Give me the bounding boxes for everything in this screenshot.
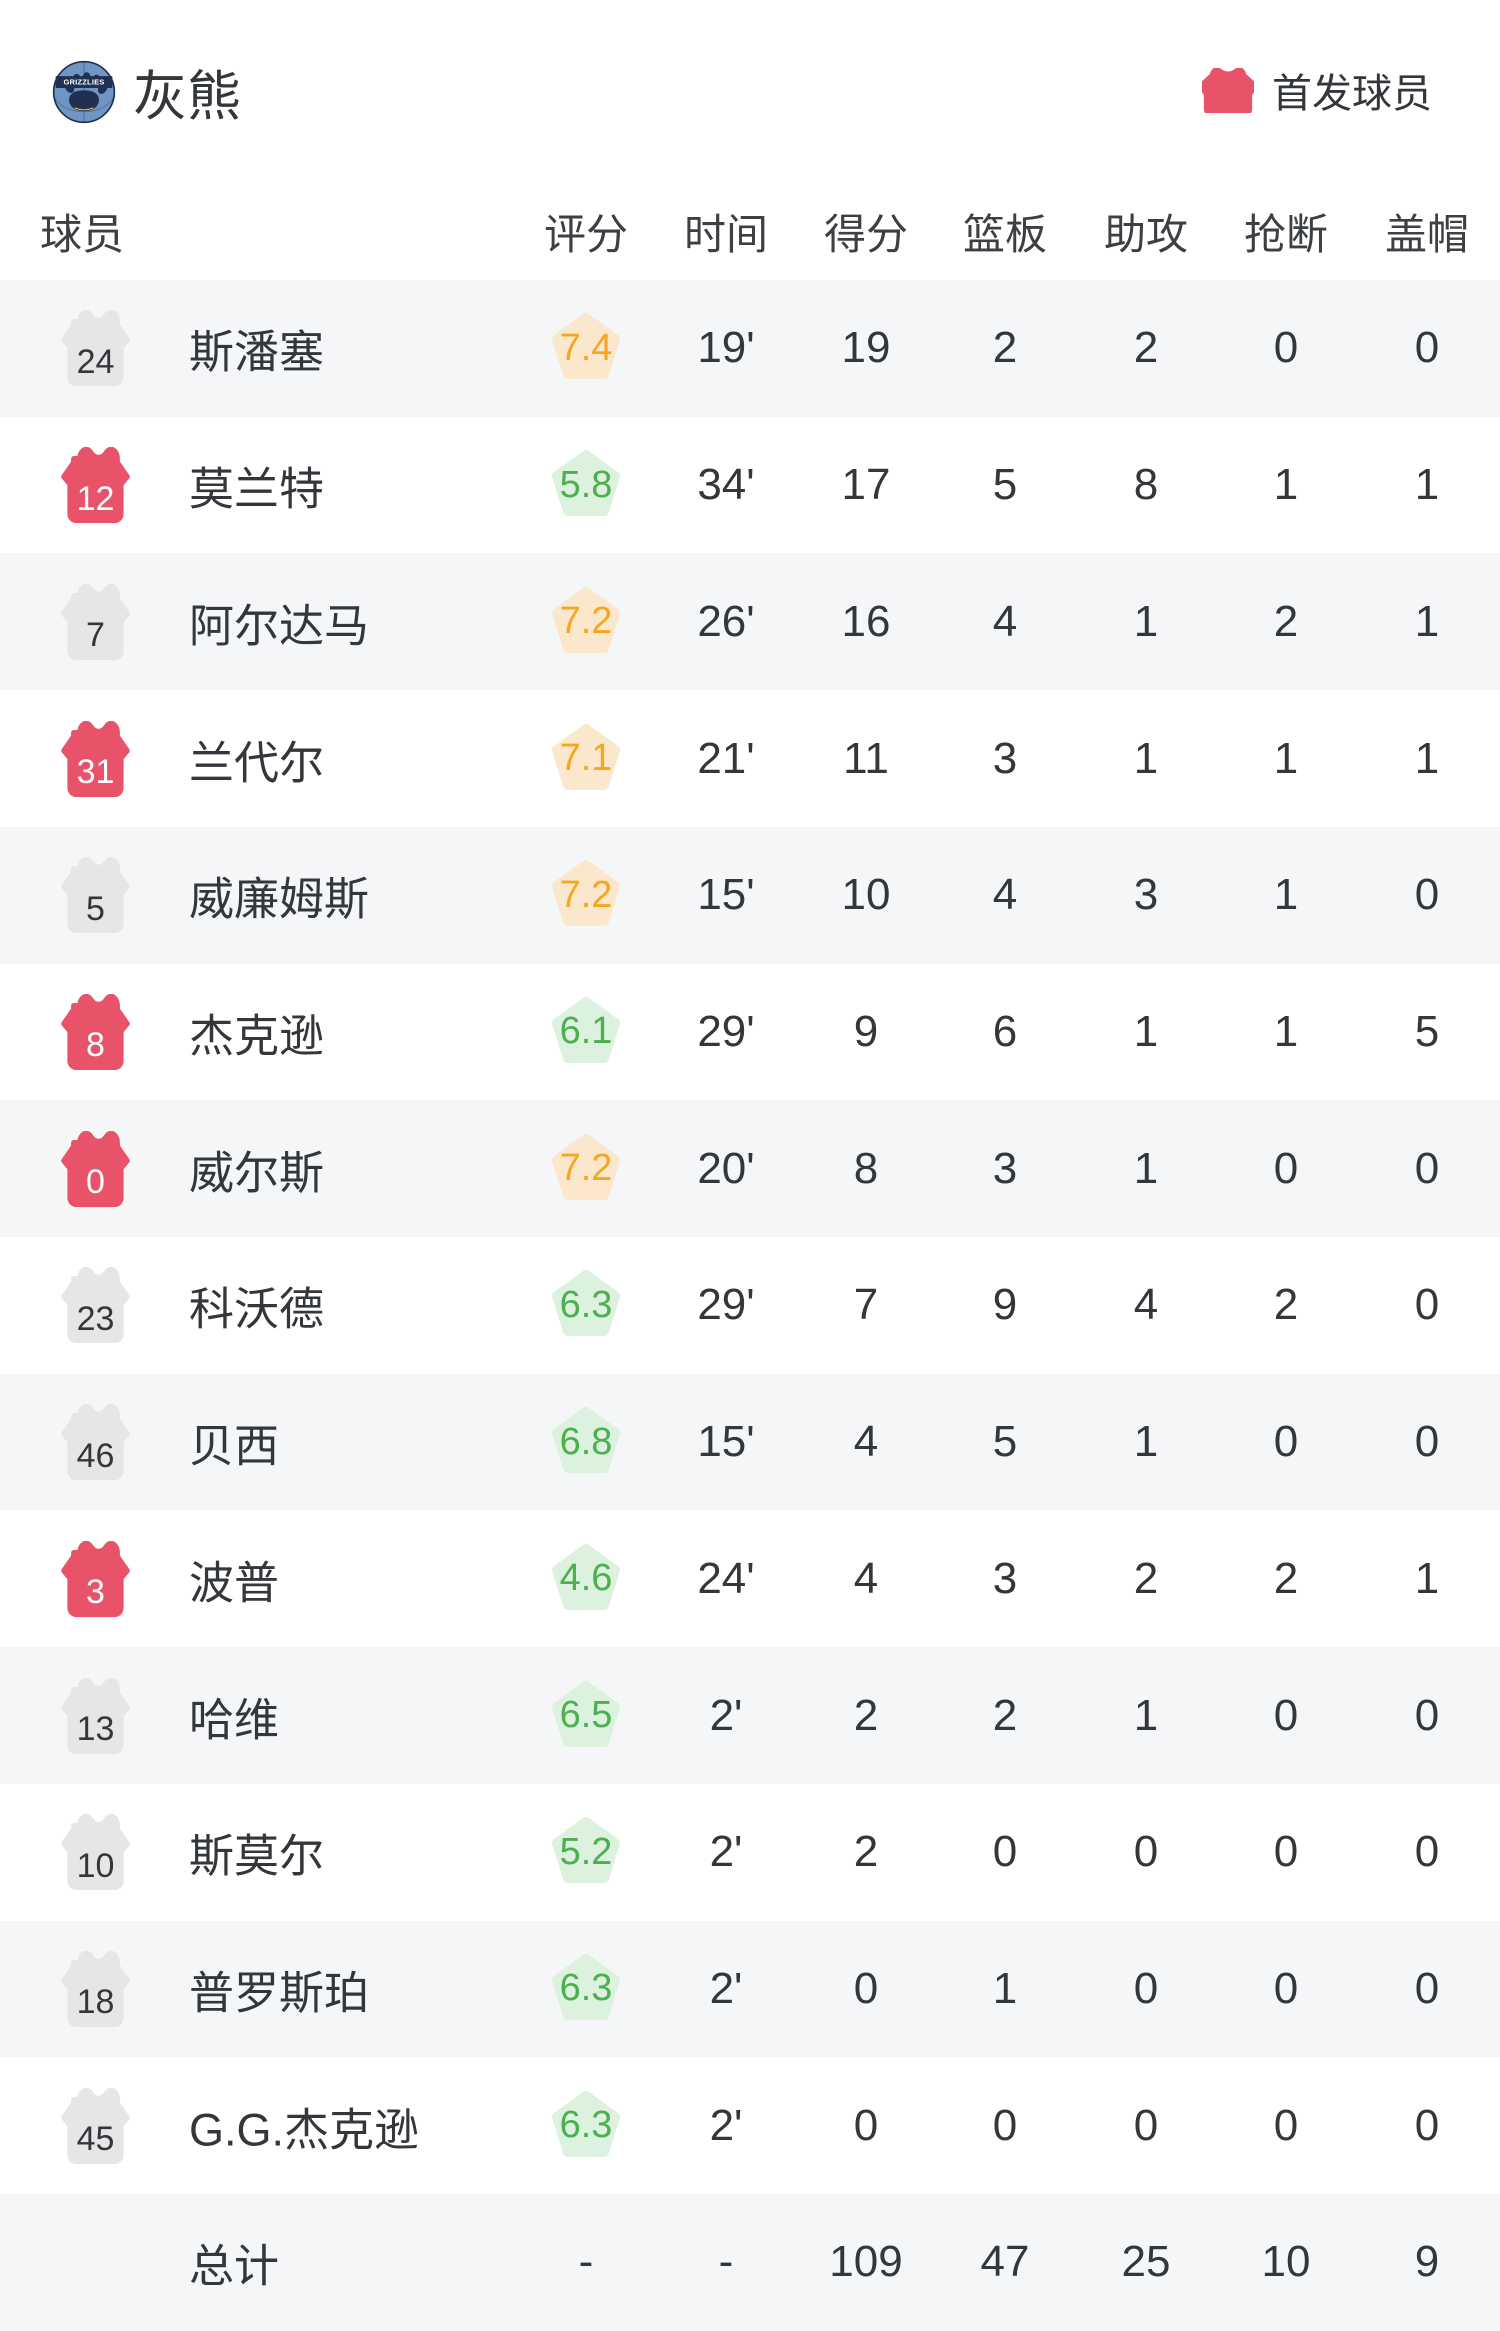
svg-text:GRIZZLIES: GRIZZLIES [63,77,104,86]
